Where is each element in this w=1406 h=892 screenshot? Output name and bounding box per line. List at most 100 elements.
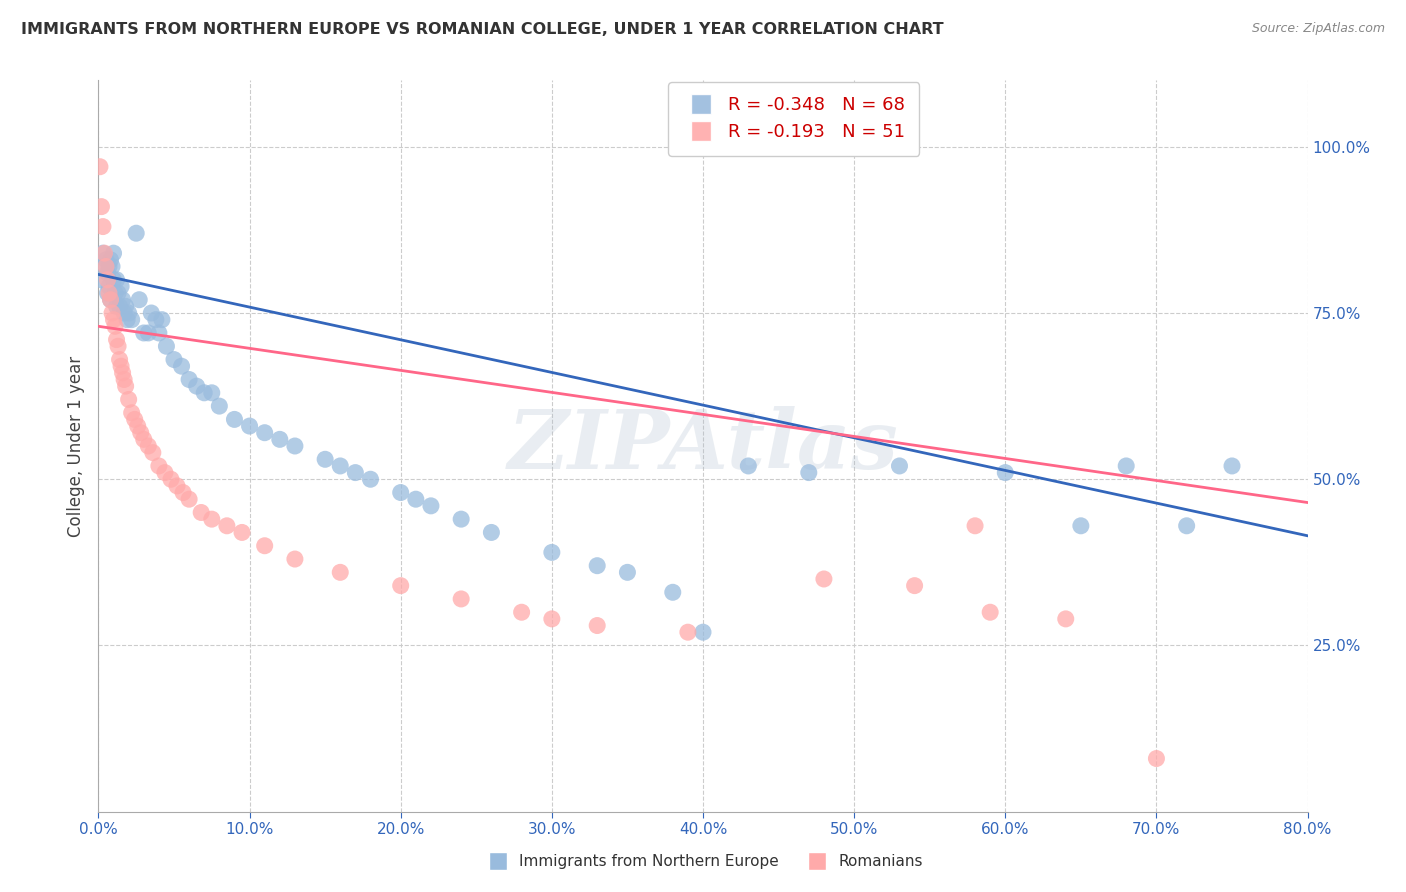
Point [112, 372, 135, 386]
Point [101, 260, 124, 274]
Point [692, 625, 714, 640]
Point [253, 425, 276, 440]
Point [231, 525, 253, 540]
Point [813, 572, 835, 586]
Point [125, 226, 148, 240]
Point [253, 539, 276, 553]
Point [344, 466, 367, 480]
Point [115, 312, 138, 326]
Point [540, 545, 562, 559]
Point [114, 299, 136, 313]
Point [979, 605, 1001, 619]
Point [179, 372, 201, 386]
Point [121, 406, 143, 420]
Point [104, 319, 127, 334]
Legend: Immigrants from Northern Europe, Romanians: Immigrants from Northern Europe, Romania… [477, 848, 929, 875]
Point [1054, 612, 1077, 626]
Point [224, 412, 246, 426]
Point [121, 312, 143, 326]
Point [540, 612, 562, 626]
Text: IMMIGRANTS FROM NORTHERN EUROPE VS ROMANIAN COLLEGE, UNDER 1 YEAR CORRELATION CH: IMMIGRANTS FROM NORTHERN EUROPE VS ROMAN… [21, 22, 943, 37]
Point [1220, 458, 1243, 473]
Point [132, 326, 155, 340]
Point [124, 412, 146, 426]
Point [450, 591, 472, 606]
Y-axis label: College, Under 1 year: College, Under 1 year [66, 355, 84, 537]
Point [98, 279, 121, 293]
Point [1115, 458, 1137, 473]
Point [145, 312, 167, 326]
Point [208, 399, 231, 413]
Point [420, 499, 443, 513]
Point [160, 472, 183, 486]
Point [98, 260, 121, 274]
Point [128, 293, 150, 307]
Point [93, 246, 115, 260]
Point [661, 585, 683, 599]
Text: ZIPAtlas: ZIPAtlas [508, 406, 898, 486]
Point [190, 506, 212, 520]
Point [965, 518, 987, 533]
Point [239, 419, 262, 434]
Point [104, 286, 127, 301]
Point [105, 273, 128, 287]
Point [93, 260, 115, 274]
Point [110, 359, 132, 374]
Text: Source: ZipAtlas.com: Source: ZipAtlas.com [1251, 22, 1385, 36]
Point [89, 160, 111, 174]
Point [994, 466, 1017, 480]
Point [284, 552, 307, 566]
Point [193, 385, 215, 400]
Point [389, 579, 412, 593]
Point [107, 339, 129, 353]
Point [118, 306, 141, 320]
Point [141, 306, 163, 320]
Point [136, 439, 159, 453]
Point [153, 466, 176, 480]
Point [90, 273, 112, 287]
Point [150, 312, 173, 326]
Point [215, 518, 238, 533]
Point [889, 458, 911, 473]
Point [284, 439, 307, 453]
Point [91, 246, 114, 260]
Point [179, 492, 201, 507]
Point [100, 293, 122, 307]
Point [405, 492, 427, 507]
Point [314, 452, 336, 467]
Point [155, 339, 177, 353]
Point [114, 379, 136, 393]
Point [166, 479, 188, 493]
Point [329, 458, 352, 473]
Point [96, 266, 118, 280]
Point [616, 566, 638, 580]
Point [98, 286, 121, 301]
Point [96, 286, 118, 301]
Point [1070, 518, 1092, 533]
Point [510, 605, 533, 619]
Point [676, 625, 699, 640]
Point [107, 286, 129, 301]
Point [91, 219, 114, 234]
Point [96, 273, 118, 287]
Point [389, 485, 412, 500]
Point [110, 279, 132, 293]
Point [103, 246, 125, 260]
Point [94, 252, 117, 267]
Point [269, 433, 291, 447]
Point [111, 293, 134, 307]
Point [127, 419, 149, 434]
Point [737, 458, 759, 473]
Point [450, 512, 472, 526]
Point [100, 252, 122, 267]
Point [142, 445, 165, 459]
Point [360, 472, 382, 486]
Point [1144, 751, 1167, 765]
Point [1175, 518, 1198, 533]
Point [108, 299, 131, 313]
Point [132, 433, 155, 447]
Legend: R = -0.348   N = 68, R = -0.193   N = 51: R = -0.348 N = 68, R = -0.193 N = 51 [668, 82, 920, 156]
Point [108, 352, 131, 367]
Point [105, 333, 128, 347]
Point [101, 306, 124, 320]
